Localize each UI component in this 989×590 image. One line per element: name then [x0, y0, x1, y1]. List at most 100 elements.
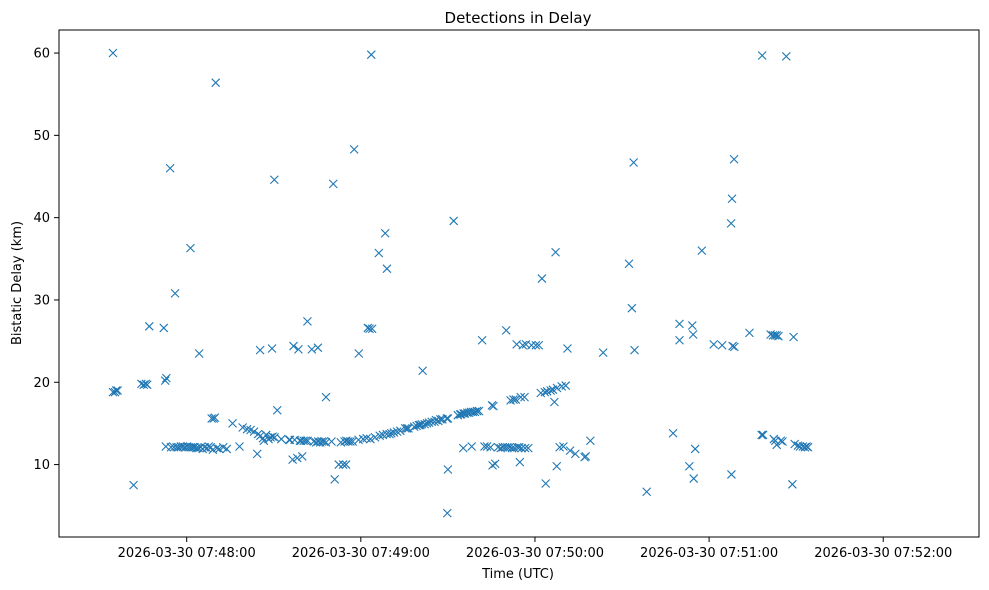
- data-point: [642, 487, 652, 497]
- data-point: [675, 319, 684, 329]
- data-point: [269, 175, 279, 185]
- data-point: [443, 414, 453, 423]
- data-point: [301, 436, 311, 446]
- data-point: [343, 437, 353, 446]
- x-axis: 2026-03-30 07:48:00 2026-03-30 07:49:00 20…: [118, 537, 952, 561]
- data-point: [489, 401, 498, 411]
- x-tick-label: 2026-03-30 07:50:00: [466, 546, 604, 561]
- data-point: [770, 330, 780, 340]
- data-point: [511, 395, 521, 404]
- data-point: [297, 451, 307, 461]
- data-point: [687, 321, 697, 330]
- x-tick-label: 2026-03-30 07:48:00: [118, 546, 256, 561]
- data-point: [472, 406, 482, 416]
- data-point: [139, 380, 149, 390]
- data-point: [170, 288, 180, 298]
- data-point: [108, 48, 118, 58]
- y-tick-label: 40: [33, 211, 50, 226]
- y-tick-label: 60: [33, 47, 50, 62]
- data-point: [249, 427, 259, 437]
- data-point: [303, 316, 312, 326]
- data-point: [559, 442, 568, 451]
- data-point: [729, 342, 739, 352]
- data-point: [690, 444, 700, 454]
- data-point: [728, 341, 737, 351]
- data-point: [341, 460, 351, 469]
- data-point: [165, 163, 175, 173]
- data-point: [299, 436, 309, 446]
- data-point: [781, 51, 791, 61]
- data-point: [757, 51, 767, 60]
- data-point: [328, 179, 338, 189]
- data-point: [366, 434, 375, 444]
- data-point: [757, 430, 767, 440]
- data-point: [551, 247, 560, 257]
- data-point: [778, 437, 787, 446]
- data-point: [307, 344, 317, 354]
- data-point: [758, 430, 768, 440]
- data-point: [255, 345, 265, 355]
- data-point: [745, 328, 754, 338]
- data-point: [395, 426, 405, 436]
- data-point: [709, 340, 719, 349]
- data-point: [727, 194, 737, 204]
- data-point: [252, 449, 262, 459]
- data-point: [321, 392, 331, 402]
- data-point: [534, 340, 544, 350]
- data-point: [207, 414, 217, 423]
- data-point: [366, 50, 376, 60]
- data-point: [552, 461, 562, 471]
- data-point: [561, 381, 571, 390]
- data-point: [697, 246, 707, 255]
- data-point: [627, 303, 637, 313]
- data-point: [776, 436, 786, 446]
- data-point: [270, 433, 280, 442]
- data-point: [400, 423, 410, 433]
- data-point: [382, 264, 392, 274]
- data-point: [675, 335, 684, 345]
- data-point: [509, 395, 518, 404]
- data-point: [586, 436, 595, 446]
- data-point: [486, 442, 495, 452]
- data-point: [541, 479, 551, 488]
- data-point: [689, 474, 699, 483]
- data-point: [276, 434, 286, 444]
- data-point: [272, 405, 282, 415]
- data-point: [458, 443, 468, 453]
- data-point: [477, 335, 487, 345]
- data-point: [370, 433, 380, 442]
- data-point: [111, 386, 121, 395]
- data-point: [266, 433, 275, 442]
- data-point: [515, 457, 525, 467]
- data-point: [242, 424, 252, 434]
- data-point: [338, 460, 348, 469]
- data-point: [453, 410, 463, 420]
- data-point: [313, 343, 323, 353]
- data-point: [717, 340, 727, 350]
- data-point: [772, 330, 782, 340]
- data-point: [563, 344, 572, 353]
- data-point: [327, 437, 336, 446]
- plot-area: [58, 29, 980, 538]
- data-point: [727, 470, 736, 479]
- y-axis-label: Bistatic Delay (km): [10, 221, 25, 345]
- data-point: [268, 432, 277, 441]
- data-point: [367, 324, 377, 334]
- data-point: [726, 219, 736, 228]
- data-point: [386, 428, 396, 438]
- x-tick-label: 2026-03-30 07:49:00: [292, 546, 430, 561]
- y-axis: 10 20 30 40 50 60: [33, 47, 59, 473]
- data-point: [228, 419, 237, 428]
- data-point: [334, 460, 344, 469]
- data-point: [389, 428, 399, 437]
- data-point: [546, 386, 556, 395]
- data-point: [267, 344, 277, 353]
- data-point: [531, 340, 541, 350]
- data-point: [598, 348, 608, 358]
- y-tick-label: 10: [33, 458, 50, 473]
- data-point: [186, 243, 195, 253]
- data-point: [684, 461, 694, 471]
- data-point: [374, 248, 384, 258]
